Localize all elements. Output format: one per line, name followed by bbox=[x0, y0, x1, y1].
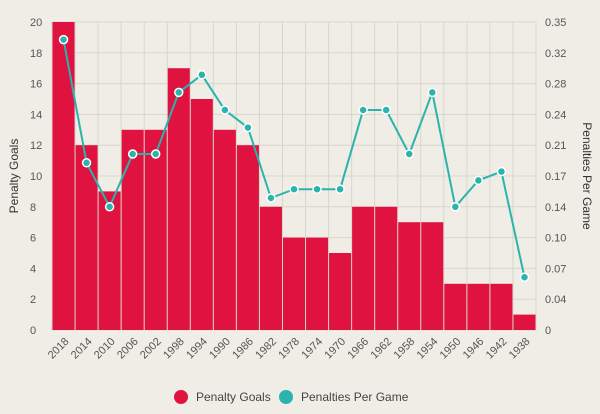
y2-tick-label: 0.21 bbox=[545, 140, 566, 152]
x-tick-label: 1998 bbox=[161, 336, 187, 362]
point-penalties-per-game bbox=[427, 87, 438, 98]
y-tick-label: 14 bbox=[30, 109, 42, 121]
y2-tick-label: 0.14 bbox=[545, 202, 566, 214]
y-tick-label: 18 bbox=[30, 48, 42, 60]
point-penalties-per-game bbox=[150, 149, 161, 159]
bar-penalty-goals bbox=[236, 145, 259, 330]
point-penalties-per-game bbox=[358, 105, 368, 115]
y2-tick-label: 0.17 bbox=[545, 171, 566, 183]
x-tick-label: 1942 bbox=[484, 336, 510, 362]
point-penalties-per-game bbox=[404, 149, 414, 159]
x-tick-label: 1970 bbox=[322, 336, 348, 362]
y2-tick-label: 0.04 bbox=[545, 294, 566, 306]
x-tick-label: 2006 bbox=[115, 336, 141, 362]
bar-penalty-goals bbox=[375, 206, 398, 330]
y2-tick-label: 0.35 bbox=[545, 17, 566, 29]
y-tick-label: 6 bbox=[30, 233, 36, 245]
x-tick-label: 1966 bbox=[345, 336, 371, 362]
point-penalties-per-game bbox=[312, 184, 322, 194]
bar-penalty-goals bbox=[213, 129, 236, 330]
point-penalties-per-game bbox=[335, 184, 345, 194]
bar-penalty-goals bbox=[259, 206, 282, 330]
bar-penalty-goals bbox=[98, 191, 121, 330]
x-tick-label: 2002 bbox=[138, 336, 164, 362]
y-axis-title: Penalty Goals bbox=[7, 139, 21, 214]
x-tick-label: 2014 bbox=[69, 336, 95, 362]
bar-penalty-goals bbox=[421, 222, 444, 330]
y2-tick-label: 0.10 bbox=[545, 233, 566, 245]
point-penalties-per-game bbox=[450, 202, 461, 212]
point-penalties-per-game bbox=[243, 122, 253, 133]
y-tick-label: 4 bbox=[30, 263, 36, 275]
y-tick-label: 20 bbox=[30, 17, 42, 29]
point-penalties-per-game bbox=[496, 166, 507, 177]
point-penalties-per-game bbox=[519, 272, 530, 282]
bar-penalty-goals bbox=[398, 222, 421, 330]
point-penalties-per-game bbox=[81, 158, 92, 168]
point-penalties-per-game bbox=[174, 87, 184, 98]
x-tick-label: 1946 bbox=[461, 336, 487, 362]
bar-penalty-goals bbox=[513, 314, 536, 330]
bar-penalty-goals bbox=[306, 237, 329, 330]
x-tick-label: 1938 bbox=[507, 336, 533, 362]
bar-penalty-goals bbox=[190, 99, 213, 330]
bar-penalty-goals bbox=[75, 145, 98, 330]
y-tick-label: 12 bbox=[30, 140, 42, 152]
x-tick-label: 1962 bbox=[369, 336, 395, 362]
bar-penalty-goals bbox=[121, 129, 144, 330]
bar-penalty-goals bbox=[467, 283, 490, 330]
y2-tick-label: 0.32 bbox=[545, 48, 566, 60]
x-tick-label: 1986 bbox=[230, 336, 256, 362]
y2-tick-label: 0 bbox=[545, 325, 551, 337]
point-penalties-per-game bbox=[381, 105, 391, 115]
x-tick-label: 1994 bbox=[184, 336, 210, 362]
y-tick-label: 0 bbox=[30, 325, 36, 337]
y2-tick-label: 0.28 bbox=[545, 79, 566, 91]
x-tick-label: 2018 bbox=[46, 336, 72, 362]
point-penalties-per-game bbox=[127, 149, 138, 159]
legend-label-penalties-per-game: Penalties Per Game bbox=[301, 390, 409, 404]
y-tick-label: 16 bbox=[30, 79, 42, 91]
x-tick-label: 1954 bbox=[415, 336, 441, 362]
x-tick-label: 1974 bbox=[299, 336, 325, 362]
legend-label-penalty-goals: Penalty Goals bbox=[196, 390, 271, 404]
x-tick-label: 1982 bbox=[253, 336, 279, 362]
bar-penalty-goals bbox=[490, 283, 513, 330]
bar-penalty-goals bbox=[352, 206, 375, 330]
bar-penalty-goals bbox=[282, 237, 306, 330]
y-tick-label: 2 bbox=[30, 294, 36, 306]
y2-tick-label: 0.24 bbox=[545, 109, 566, 121]
legend-marker-penalty-goals bbox=[174, 390, 188, 404]
bar-penalty-goals bbox=[329, 253, 352, 330]
x-tick-label: 2010 bbox=[92, 336, 118, 362]
x-tick-label: 1958 bbox=[392, 336, 418, 362]
point-penalties-per-game bbox=[104, 202, 115, 212]
y2-axis-title: Penalties Per Game bbox=[580, 122, 594, 230]
x-tick-label: 1950 bbox=[438, 336, 464, 362]
point-penalties-per-game bbox=[220, 105, 230, 115]
point-penalties-per-game bbox=[266, 193, 276, 203]
point-penalties-per-game bbox=[473, 175, 484, 186]
bar-penalty-goals bbox=[144, 129, 167, 330]
bar-penalty-goals bbox=[167, 68, 190, 330]
bar-penalty-goals bbox=[52, 22, 75, 330]
x-tick-label: 1978 bbox=[276, 336, 302, 362]
point-penalties-per-game bbox=[58, 34, 69, 45]
point-penalties-per-game bbox=[289, 184, 299, 194]
bar-penalty-goals bbox=[444, 283, 467, 330]
x-tick-label: 1990 bbox=[207, 336, 233, 362]
point-penalties-per-game bbox=[197, 70, 207, 80]
legend-marker-penalties-per-game bbox=[279, 390, 293, 404]
y2-tick-label: 0.07 bbox=[545, 263, 566, 275]
y-tick-label: 8 bbox=[30, 202, 36, 214]
y-tick-label: 10 bbox=[30, 171, 42, 183]
